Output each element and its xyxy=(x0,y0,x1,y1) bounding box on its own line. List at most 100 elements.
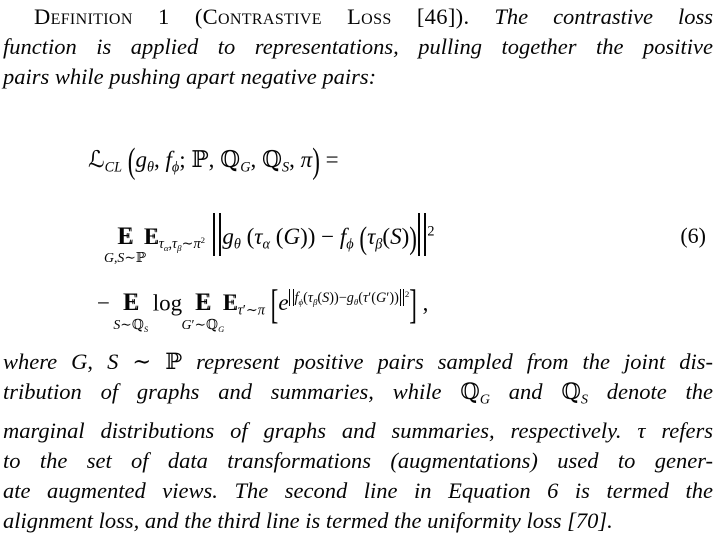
math-run: τβ(S) xyxy=(367,223,410,253)
math-run: − xyxy=(97,290,110,316)
superscript: 2 xyxy=(404,289,410,299)
blackboard-letter: ℚ xyxy=(262,147,283,173)
text-segment: and xyxy=(489,379,562,404)
explanation-paragraph: where G, S ∼ ℙ represent positive pairs … xyxy=(3,347,713,536)
math-run: 2 xyxy=(427,223,435,249)
definition-paragraph: Definition 1 (Contrastive Loss [46]). Th… xyxy=(3,2,713,92)
text-segment: marginal distributions of graphs and sum… xyxy=(3,417,638,443)
text-segment: to the set of data transformations (augm… xyxy=(3,447,713,473)
superscript: fϕ(τβ(S))−gθ(τ′(G′)) 2 xyxy=(289,289,410,308)
text-segment: refers xyxy=(645,417,713,443)
underscript: G,S∼ℙ xyxy=(104,250,147,267)
blackboard-E: E xyxy=(195,289,212,317)
math-segment: G, S ∼ ℙ xyxy=(71,349,183,375)
expectation-with-underscript: EG,S∼ℙ xyxy=(104,223,146,267)
subscript: S xyxy=(143,324,149,334)
blackboard-E: E xyxy=(144,223,160,251)
blackboard-E: E xyxy=(117,223,134,251)
equation-number: (6) xyxy=(680,223,706,248)
blackboard-letter: ℙ xyxy=(165,349,183,375)
subscript: β xyxy=(177,243,182,254)
equation-line-lhs: ℒCL (gθ, fϕ; ℙ, ℚG, ℚS, π) = xyxy=(88,142,339,182)
text-segment: tribution of graphs and summaries, while xyxy=(3,379,461,404)
equation-line-alignment-loss: EG,S∼ℙEτα,τβ∼π2 gθ (τα (G)) − fϕ (τβ(S)) 2 xyxy=(104,213,435,267)
expectation-symbol: E xyxy=(123,289,140,317)
math-segment: ℚS xyxy=(561,379,588,408)
subscript: β xyxy=(375,236,383,253)
big-delimiter: ) xyxy=(312,141,320,181)
math-run: e fϕ(τβ(S))−gθ(τ′(G′)) 2 xyxy=(278,289,410,316)
roman-operator: log xyxy=(152,290,183,316)
blackboard-E: E xyxy=(223,289,239,317)
math-run: Eτα,τβ∼π2 xyxy=(144,223,206,254)
norm-bars xyxy=(289,289,294,307)
blackboard-letter: ℚ xyxy=(561,379,581,405)
subscript: S xyxy=(580,392,588,408)
equation-line-uniformity-loss: −ES∼ℚSlogEG′∼ℚGEτ′∼π[efϕ(τβ(S))−gθ(τ′(G′… xyxy=(97,280,429,334)
big-delimiter: ( xyxy=(359,220,368,256)
blackboard-letter: ℚ xyxy=(206,317,219,334)
math-segment: ℚG xyxy=(460,379,490,408)
subscript: α xyxy=(163,243,169,254)
text-line: where G, S ∼ ℙ represent positive pairs … xyxy=(3,347,713,377)
text-line: marginal distributions of graphs and sum… xyxy=(3,416,713,446)
subscript: τ′∼π xyxy=(237,303,265,320)
norm-bars xyxy=(213,213,221,256)
big-delimiter: ] xyxy=(409,281,417,327)
subscript: θ xyxy=(353,297,359,308)
math-run: = xyxy=(319,147,339,172)
math-run: Eτ′∼π xyxy=(223,289,265,319)
text-line: Definition 1 (Contrastive Loss [46]). Th… xyxy=(3,2,713,32)
blackboard-E: E xyxy=(123,289,140,317)
math-run: gθ, fϕ; ℙ, ℚG, ℚS, π xyxy=(135,147,313,176)
text-segment: alignment loss, and the third line is te… xyxy=(3,507,613,533)
subscript: β xyxy=(312,297,318,308)
math-run: ℒCL xyxy=(88,147,128,176)
subscript: G xyxy=(479,392,490,408)
blackboard-letter: ℒ xyxy=(88,147,105,173)
subscript: ϕ xyxy=(171,159,180,176)
superscript: 2 xyxy=(200,235,206,246)
text-segment: pairs while pushing apart negative pairs… xyxy=(3,64,377,89)
math-run: , xyxy=(416,290,429,316)
blackboard-letter: ℚ xyxy=(131,317,144,334)
subscript: G xyxy=(218,324,225,334)
blackboard-letter: ℙ xyxy=(191,147,209,173)
text-line: ate augmented views. The second line in … xyxy=(3,476,713,506)
text-segment: The contrastive loss xyxy=(469,4,713,29)
text-segment: where xyxy=(3,349,72,374)
expectation-with-underscript: EG′∼ℚG xyxy=(181,289,224,334)
math-run: gθ (τα (G)) − fϕ xyxy=(222,223,354,253)
norm-bars xyxy=(418,213,426,256)
subscript: α xyxy=(262,236,271,253)
subscript: θ xyxy=(233,236,241,253)
text-line: tribution of graphs and summaries, while… xyxy=(3,377,713,416)
expectation-symbol: E xyxy=(117,223,134,251)
text-line: to the set of data transformations (augm… xyxy=(3,446,713,476)
text-line: function is applied to representations, … xyxy=(3,32,713,62)
big-delimiter: [ xyxy=(270,281,279,327)
expectation-symbol: E xyxy=(195,289,212,317)
norm-bars xyxy=(399,289,404,307)
text-segment: Definition 1 (Contrastive Loss [46]). xyxy=(34,4,470,29)
underscript: G′∼ℚG xyxy=(181,317,225,334)
superscript: 2 xyxy=(427,223,435,240)
text-segment: denote the xyxy=(587,379,713,404)
blackboard-letter: ℙ xyxy=(135,250,147,267)
text-segment: ate augmented views. The second line in … xyxy=(3,477,713,503)
underscript: S∼ℚS xyxy=(113,317,149,334)
blackboard-letter: ℚ xyxy=(220,147,241,173)
subscript: τα,τβ∼π2 xyxy=(158,235,206,254)
subscript: CL xyxy=(104,159,123,176)
text-segment: function is applied to representations, … xyxy=(3,34,713,59)
big-delimiter: ( xyxy=(127,141,136,181)
subscript: G xyxy=(240,159,251,176)
big-delimiter: ) xyxy=(409,220,417,256)
expectation-with-underscript: ES∼ℚS xyxy=(113,289,148,334)
subscript: θ xyxy=(146,159,154,176)
subscript: ϕ xyxy=(346,236,354,253)
subscript: S xyxy=(282,159,290,176)
math-segment: τ xyxy=(637,417,646,443)
blackboard-letter: ℚ xyxy=(460,379,480,405)
